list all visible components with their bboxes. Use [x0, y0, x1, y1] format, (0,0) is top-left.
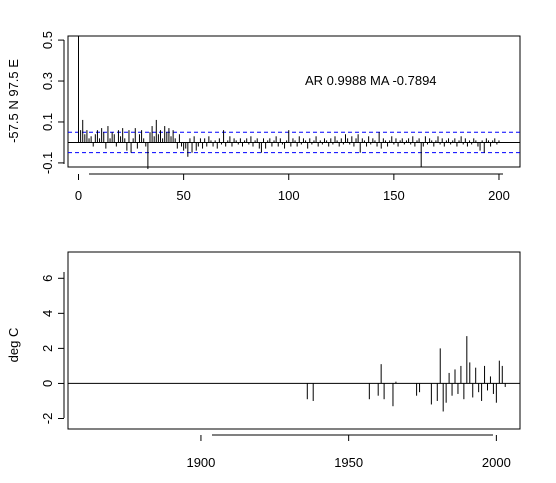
anomaly-x-tick-label: 2000: [482, 455, 511, 470]
anomaly-x-tick-label: 1900: [186, 455, 215, 470]
anomaly-x-tick-label: 1950: [334, 455, 363, 470]
anomaly-y-tick-label: 4: [40, 310, 55, 317]
acf-y-tick-label: 0.5: [40, 31, 55, 49]
acf-x-tick-label: 0: [75, 188, 82, 203]
acf-y-tick-label: 0.1: [40, 113, 55, 131]
acf-annotation: AR 0.9988 MA -0.7894: [305, 73, 437, 88]
acf-x-tick-label: 50: [176, 188, 190, 203]
anomaly-y-tick-label: -2: [40, 413, 55, 425]
anomaly-y-axis-label: deg C: [6, 328, 21, 363]
acf-x-tick-label: 150: [383, 188, 405, 203]
anomaly-y-tick-label: 6: [40, 275, 55, 282]
anomaly-y-tick-label: 0: [40, 380, 55, 387]
anomaly-plot-frame: [67, 251, 521, 430]
acf-x-tick-label: 200: [488, 188, 510, 203]
acf-y-axis-label: -57.5 N 97.5 E: [6, 59, 21, 143]
acf-x-tick-label: 100: [278, 188, 300, 203]
acf-plot-frame: [67, 35, 521, 168]
anomaly-panel: -2 0 2 4 6 1900 1950 2000 deg C: [6, 251, 521, 470]
acf-panel: -0.1 0.1 0.3 0.5 0 50 100 150 200 -57.5 N 97.5 …: [6, 31, 521, 203]
acf-y-tick-label: -0.1: [40, 152, 55, 174]
anomaly-y-tick-label: 2: [40, 345, 55, 352]
acf-y-tick-label: 0.3: [40, 72, 55, 90]
